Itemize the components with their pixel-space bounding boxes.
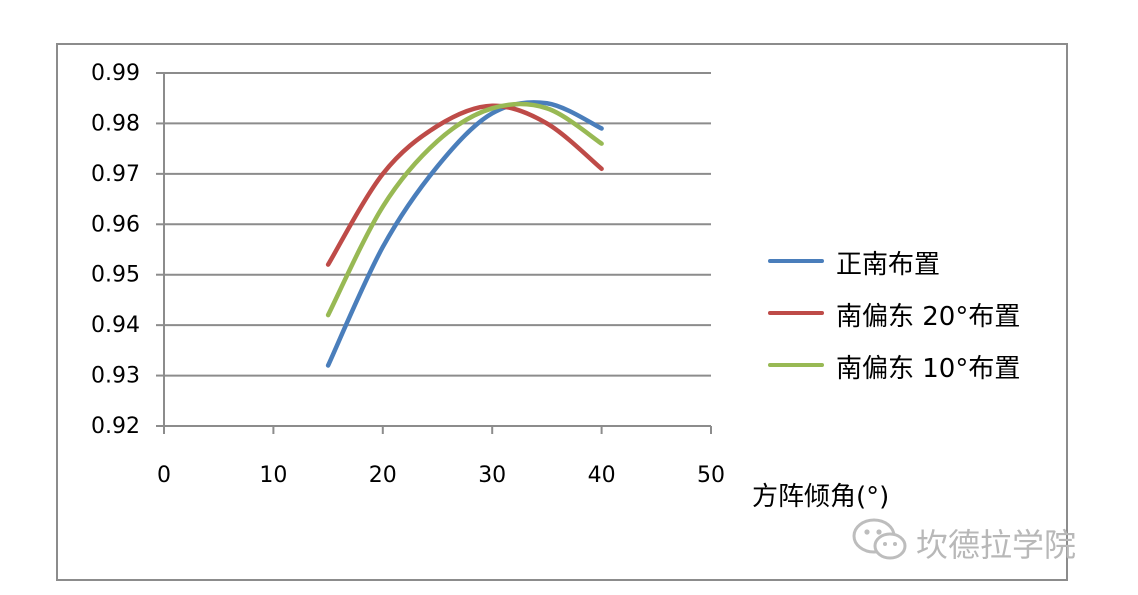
legend-swatch-series-2 (768, 311, 824, 315)
y-tick-label: 0.96 (91, 212, 140, 237)
x-tick-label: 0 (157, 463, 171, 488)
series-line-1 (325, 100, 604, 368)
x-axis-label: 方阵倾角(°) (752, 482, 890, 512)
watermark-text: 坎德拉学院 (916, 526, 1077, 564)
series-line-3 (325, 101, 604, 318)
x-tick-label: 30 (478, 463, 506, 488)
x-tick-label: 10 (259, 463, 287, 488)
grid-lines (164, 72, 711, 377)
wechat-icon (852, 518, 907, 560)
y-tick-label: 0.97 (91, 162, 140, 187)
series-line-2 (325, 103, 604, 267)
legend-swatch-series-3 (768, 363, 824, 367)
axes (156, 72, 712, 434)
y-tick-label: 0.92 (91, 414, 140, 439)
legend-swatch-series-1 (768, 259, 824, 263)
x-tick-label: 50 (697, 463, 725, 488)
series-layer (325, 100, 604, 368)
y-tick-label: 0.99 (91, 61, 140, 86)
legend-label-series-2: 南偏东 20°布置 (836, 302, 1021, 332)
x-tick-label: 20 (369, 463, 397, 488)
tick-labels: 0.99 0.98 0.97 0.96 0.95 0.94 0.93 0.92 0 10 20 30 4… (91, 61, 725, 488)
watermark: 坎德拉学院 (850, 514, 1076, 564)
x-tick-label: 40 (588, 463, 616, 488)
legend-label-series-3: 南偏东 10°布置 (836, 354, 1021, 384)
y-tick-label: 0.95 (91, 263, 140, 288)
y-tick-label: 0.93 (91, 364, 140, 389)
y-tick-label: 0.94 (91, 313, 140, 338)
y-tick-label: 0.98 (91, 111, 140, 136)
legend-label-series-1: 正南布置 (836, 250, 941, 280)
